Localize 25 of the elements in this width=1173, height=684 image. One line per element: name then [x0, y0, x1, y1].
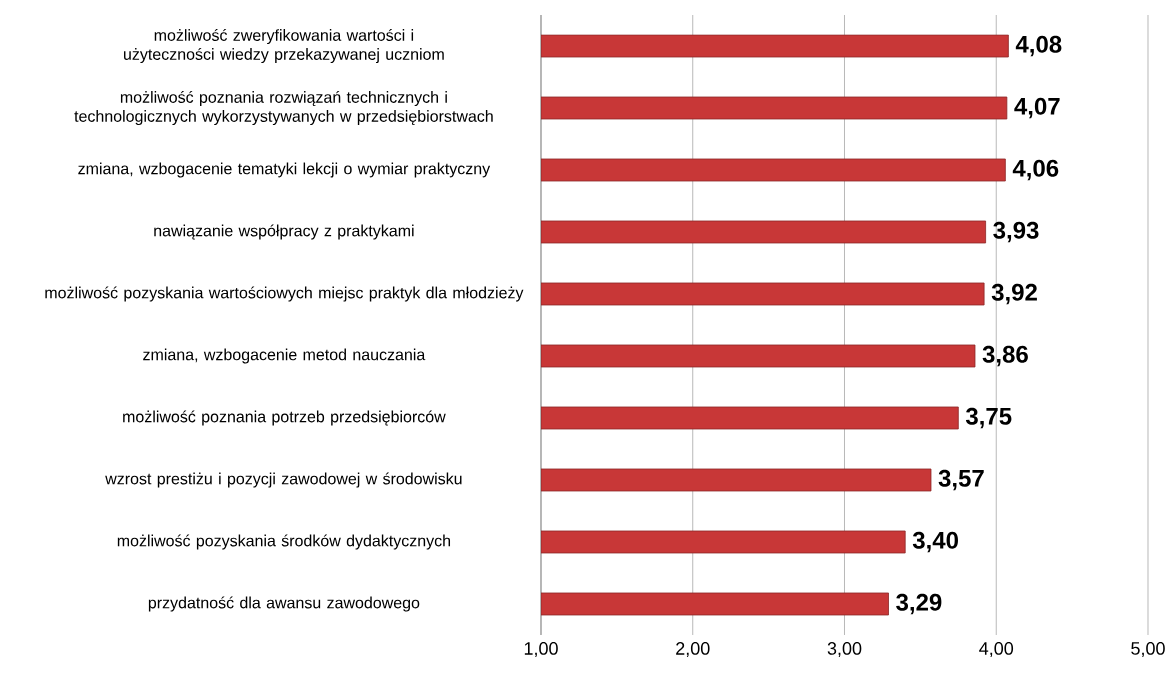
y-tick-label: zmiana, wzbogacenie metod nauczania [143, 348, 426, 364]
data-label: 3,92 [991, 283, 1037, 305]
data-label: 3,86 [982, 345, 1028, 367]
x-tick-label: 3,00 [827, 642, 862, 657]
data-label: 4,08 [1015, 35, 1062, 57]
data-label: 3,93 [993, 221, 1039, 243]
y-tick-label: możliwość poznania rozwiązań technicznych i technologicznych wykorzystywanych w przedsiębiorstwach [74, 90, 493, 126]
x-tick-label: 2,00 [676, 642, 710, 657]
x-tick-label: 1,00 [524, 642, 558, 657]
x-tick-label: 5,00 [1131, 642, 1165, 657]
data-label: 4,06 [1012, 159, 1059, 181]
y-tick-label: wzrost prestiżu i pozycji zawodowej w środowisku [105, 472, 462, 488]
y-tick-label: możliwość pozyskania wartościowych miejsc praktyk dla młodzieży [45, 286, 524, 302]
data-label: 4,07 [1014, 97, 1060, 119]
y-tick-label: zmiana, wzbogacenie tematyki lekcji o wymiar praktyczny [78, 162, 491, 178]
data-label: 3,40 [912, 531, 958, 553]
y-tick-label: możliwość poznania potrzeb przedsiębiorców [123, 410, 446, 426]
x-tick-label: 4,00 [979, 642, 1014, 657]
data-label: 3,75 [965, 407, 1012, 429]
y-tick-label: możliwość pozyskania środków dydaktycznych [117, 534, 451, 550]
data-label: 3,29 [896, 593, 942, 615]
y-tick-label: przydatność dla awansu zawodowego [148, 596, 420, 612]
y-tick-label: nawiązanie współpracy z praktykami [154, 224, 414, 240]
y-tick-label: możliwość zweryfikowania wartości i użyteczności wiedzy przekazywanej uczniom [124, 28, 444, 64]
data-label: 3,57 [938, 469, 984, 491]
